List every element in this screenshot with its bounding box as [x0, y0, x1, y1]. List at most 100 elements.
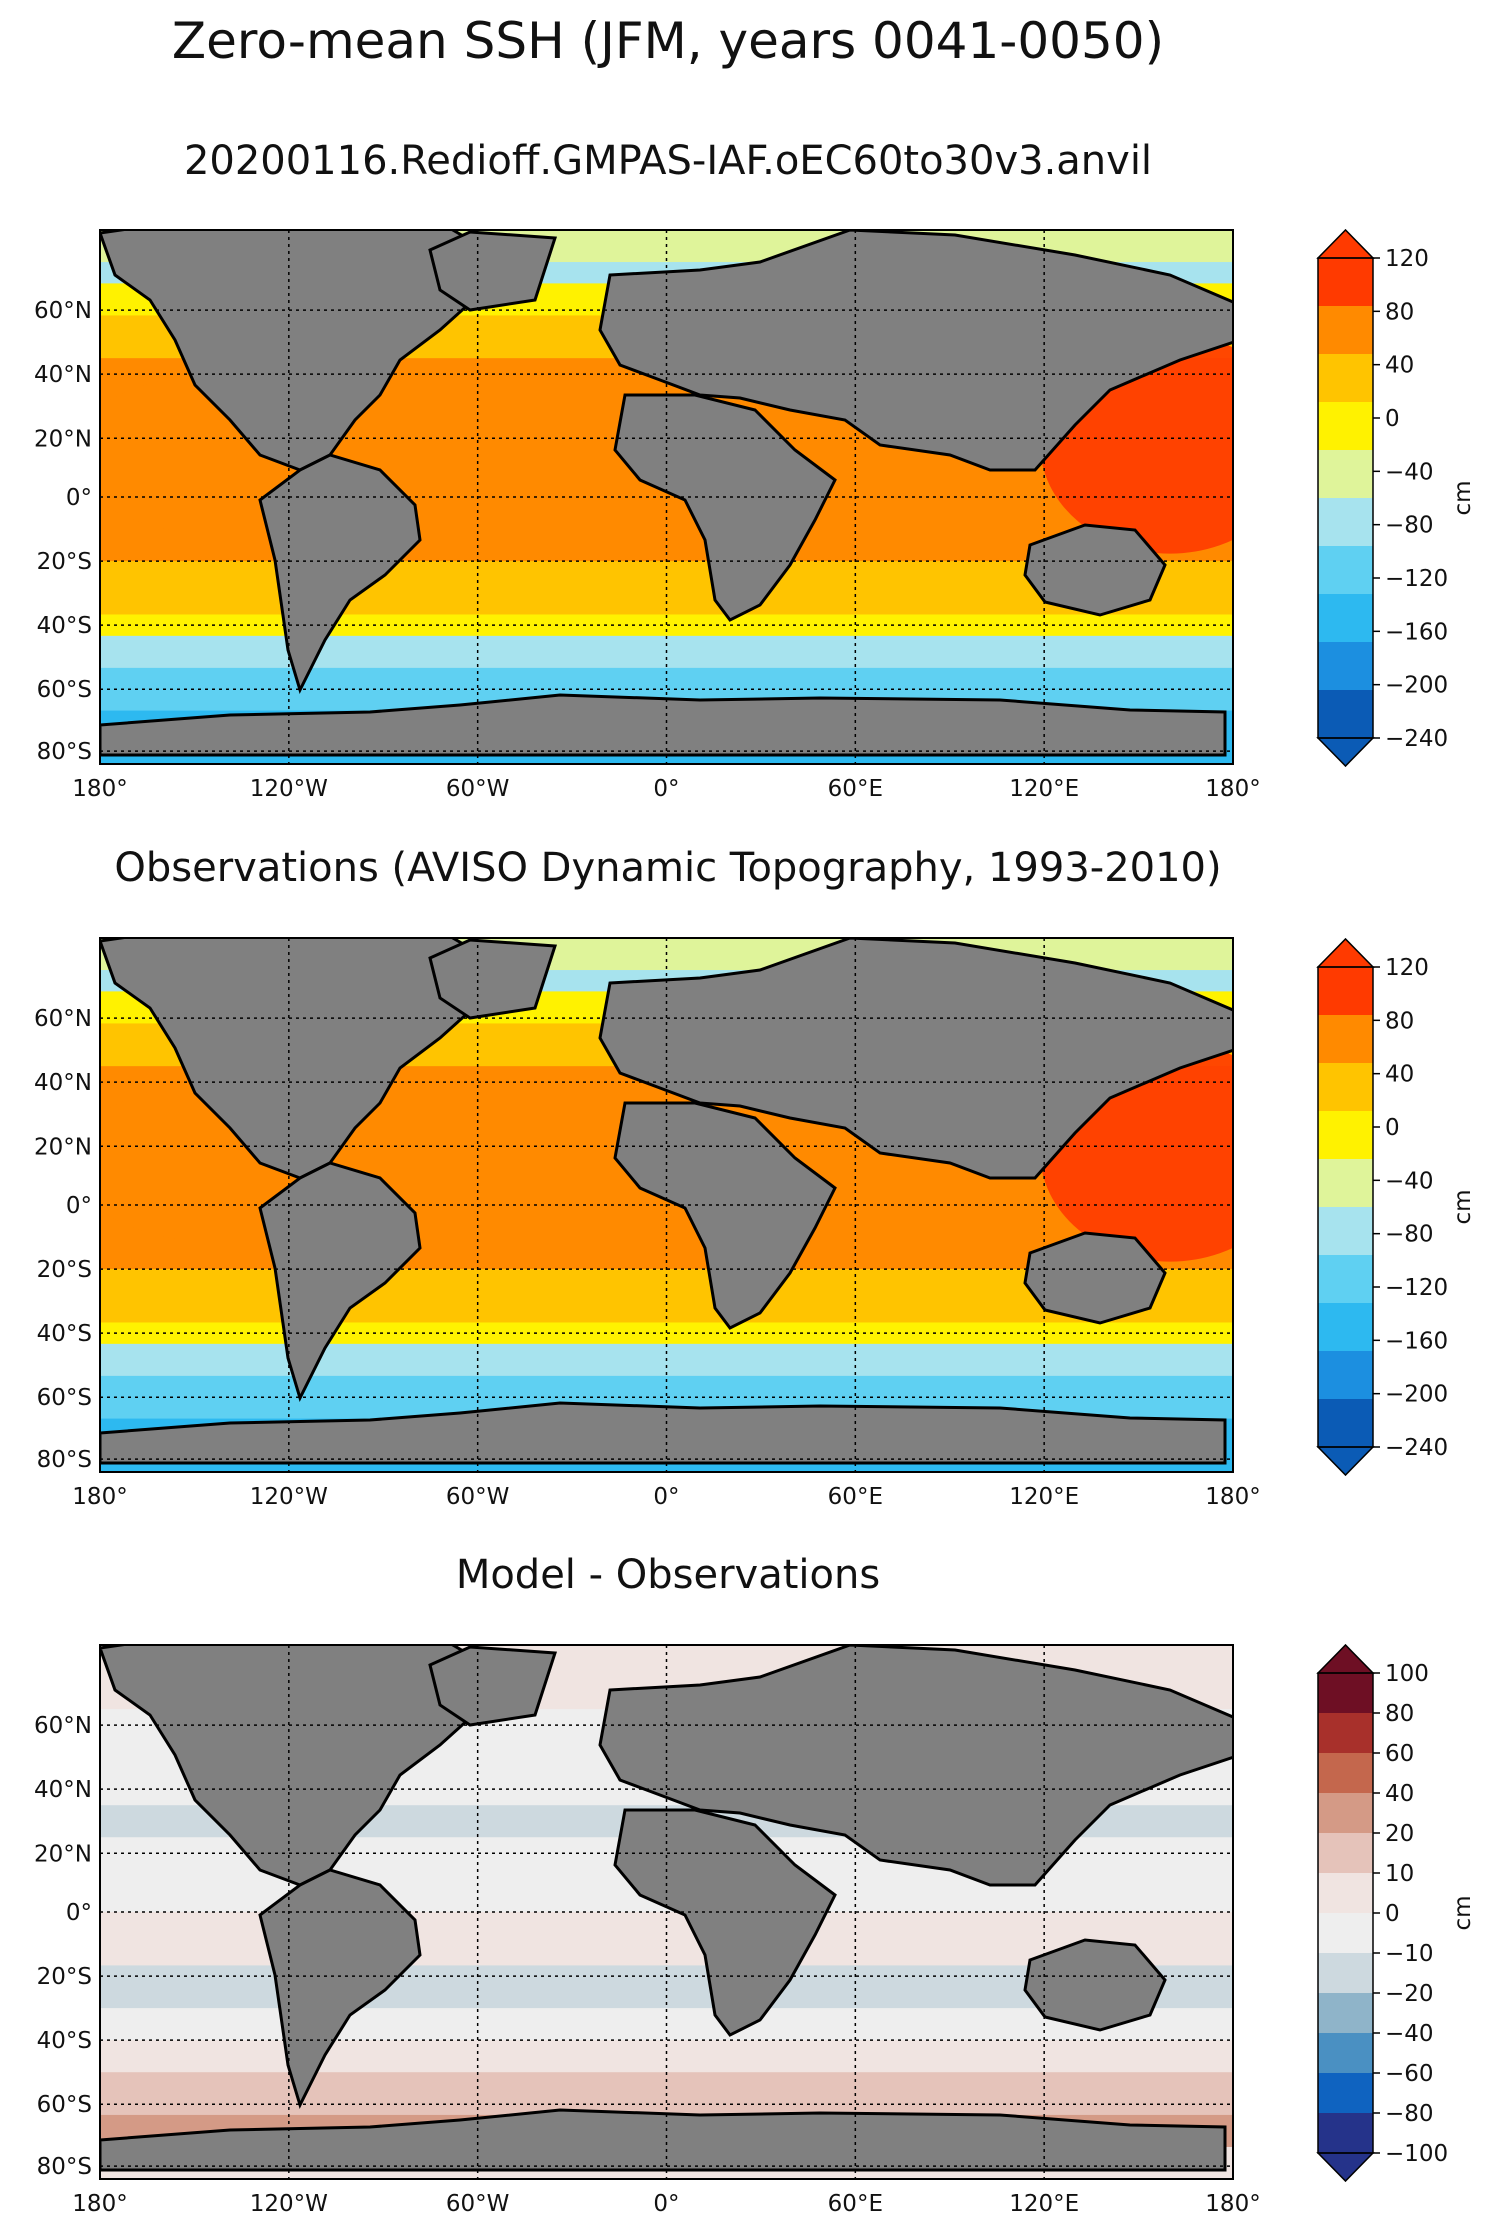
- lon-tick-label: 180°: [72, 2191, 127, 2217]
- colorbar-tick-label: 80: [1385, 1701, 1414, 1727]
- colorbar-tick-label: 0: [1385, 1901, 1400, 1927]
- lon-tick-label: 0°: [653, 2191, 679, 2217]
- panel-2-title: Observations (AVISO Dynamic Topography, …: [114, 845, 1222, 891]
- colorbar-tick-label: 80: [1385, 299, 1414, 325]
- lat-tick-label: 0°: [66, 485, 92, 511]
- colorbar-segment: [1318, 1673, 1373, 1714]
- colorbar-tick-label: −80: [1385, 513, 1434, 539]
- colorbar-segment: [1318, 1303, 1373, 1352]
- colorbar-unit-label: cm: [1450, 1895, 1476, 1930]
- panel-3-title: Model - Observations: [455, 1552, 881, 1598]
- colorbar-segment: [1318, 1015, 1373, 1064]
- panel-1-title: 20200116.Redioff.GMPAS-IAF.oEC60to30v3.a…: [183, 138, 1153, 184]
- colorbar-tick-label: −60: [1385, 2061, 1434, 2087]
- colorbar-segment: [1318, 1953, 1373, 1994]
- lon-tick-label: 180°: [72, 1484, 127, 1510]
- map-panel-3: [100, 1645, 1233, 2179]
- colorbar-segment: [1318, 1159, 1373, 1208]
- lon-tick-label: 60°W: [446, 2191, 510, 2217]
- colorbar-unit-label: cm: [1450, 1189, 1476, 1224]
- colorbar-segment: [1318, 2033, 1373, 2074]
- colorbar-segment: [1318, 1255, 1373, 1304]
- lon-tick-label: 120°E: [1009, 2191, 1079, 2217]
- lat-tick-label: 60°N: [34, 1006, 92, 1032]
- colorbar-segment: [1318, 594, 1373, 643]
- colorbar-tick-label: −120: [1385, 1275, 1448, 1301]
- colorbar-segment: [1318, 1111, 1373, 1160]
- colorbar-tick-label: 10: [1385, 1861, 1414, 1887]
- lat-tick-label: 0°: [66, 1193, 92, 1219]
- colorbar-tick-label: −20: [1385, 1981, 1434, 2007]
- colorbar-tick-label: 120: [1385, 246, 1429, 272]
- map-panel-1: [100, 230, 1233, 764]
- lat-tick-label: 60°S: [37, 2092, 92, 2118]
- colorbar-tick-label: 0: [1385, 1115, 1400, 1141]
- map-frame: [99, 229, 1234, 765]
- colorbar-tick-label: 0: [1385, 406, 1400, 432]
- lat-tick-label: 40°N: [34, 1777, 92, 1803]
- colorbar-tick-label: −120: [1385, 566, 1448, 592]
- lon-tick-label: 60°W: [446, 776, 510, 802]
- colorbar-tick-label: 40: [1385, 1781, 1414, 1807]
- colorbar-segment: [1318, 2073, 1373, 2114]
- lon-tick-label: 120°E: [1009, 776, 1079, 802]
- colorbar-tick-label: 120: [1385, 955, 1429, 981]
- lat-tick-label: 40°S: [37, 2028, 92, 2054]
- lon-tick-label: 60°E: [828, 1484, 883, 1510]
- lat-tick-label: 20°S: [37, 1964, 92, 1990]
- lon-tick-label: 60°E: [828, 2191, 883, 2217]
- lat-tick-label: 60°S: [37, 677, 92, 703]
- lat-tick-label: 40°S: [37, 613, 92, 639]
- colorbar-tick-label: −160: [1385, 619, 1448, 645]
- lon-tick-label: 120°E: [1009, 1484, 1079, 1510]
- colorbar-extend-max: [1316, 1643, 1375, 1674]
- colorbar-tick-label: −200: [1385, 673, 1448, 699]
- colorbar-tick-label: −80: [1385, 1222, 1434, 1248]
- lon-tick-label: 60°W: [446, 1484, 510, 1510]
- colorbar-segment: [1318, 1351, 1373, 1400]
- colorbar-segment: [1318, 967, 1373, 1016]
- colorbar-tick-label: 80: [1385, 1008, 1414, 1034]
- lon-tick-label: 120°W: [250, 2191, 328, 2217]
- lat-tick-label: 80°S: [37, 739, 92, 765]
- colorbar-frame: [1317, 966, 1374, 1448]
- lat-tick-label: 40°N: [34, 1070, 92, 1096]
- figure-title: Zero-mean SSH (JFM, years 0041-0050): [171, 12, 1165, 70]
- map-frame: [99, 937, 1234, 1473]
- colorbar-segment: [1318, 402, 1373, 451]
- colorbar-tick-label: 100: [1385, 1661, 1429, 1687]
- lat-tick-label: 40°N: [34, 362, 92, 388]
- colorbar-tick-label: −240: [1385, 726, 1448, 752]
- colorbar-tick-label: −40: [1385, 459, 1434, 485]
- ssh-field-band: [100, 614, 1233, 637]
- colorbar-extend-min: [1316, 737, 1375, 768]
- lon-tick-label: 0°: [653, 776, 679, 802]
- colorbar-tick-label: 60: [1385, 1741, 1414, 1767]
- lon-tick-label: 120°W: [250, 1484, 328, 1510]
- lat-tick-label: 60°N: [34, 298, 92, 324]
- lat-tick-label: 20°N: [34, 1134, 92, 1160]
- colorbar-tick-label: −160: [1385, 1328, 1448, 1354]
- colorbar-tick-label: 40: [1385, 1062, 1414, 1088]
- colorbar-frame: [1317, 257, 1374, 739]
- colorbar-segment: [1318, 1713, 1373, 1754]
- colorbar-segment: [1318, 1993, 1373, 2034]
- colorbar-segment: [1318, 546, 1373, 595]
- lon-tick-label: 180°: [1205, 776, 1260, 802]
- colorbar-segment: [1318, 450, 1373, 499]
- colorbar-tick-label: −40: [1385, 1168, 1434, 1194]
- colorbar-segment: [1318, 1873, 1373, 1914]
- colorbar-tick-label: −80: [1385, 2101, 1434, 2127]
- colorbar-tick-label: 20: [1385, 1821, 1414, 1847]
- colorbar-segment: [1318, 690, 1373, 739]
- lat-tick-label: 20°N: [34, 1841, 92, 1867]
- lat-tick-label: 0°: [66, 1900, 92, 1926]
- lat-tick-label: 80°S: [37, 2154, 92, 2180]
- colorbar-tick-label: −240: [1385, 1435, 1448, 1461]
- colorbar-segment: [1318, 1913, 1373, 1954]
- colorbar-segment: [1318, 1793, 1373, 1834]
- colorbar-segment: [1318, 1833, 1373, 1874]
- map-frame: [99, 1644, 1234, 2180]
- colorbar-segment: [1318, 642, 1373, 691]
